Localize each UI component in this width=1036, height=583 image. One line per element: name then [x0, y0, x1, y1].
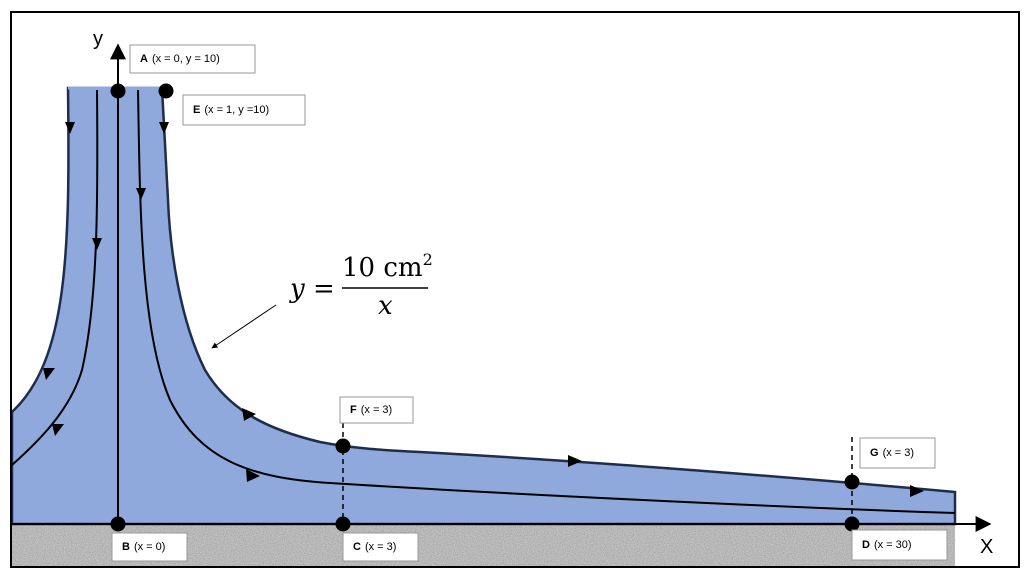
flow-arrows	[43, 122, 924, 497]
point-letter: B	[122, 541, 130, 553]
point-letter: D	[862, 539, 870, 551]
point-coords: (x = 3)	[883, 447, 914, 459]
equation: y = 10 cm2 x	[289, 250, 433, 321]
point-letter: G	[870, 447, 879, 459]
flow-region	[10, 86, 957, 526]
point-coords: (x = 1, y =10)	[204, 104, 269, 116]
label-box	[111, 532, 188, 562]
point-letter: E	[193, 104, 200, 116]
pointer	[211, 304, 277, 349]
exponent: 2	[423, 250, 433, 269]
equation-numerator: 10 cm2	[342, 250, 433, 283]
label-box	[129, 44, 256, 74]
point-label: F (x = 3)	[350, 404, 392, 416]
label-box	[859, 437, 936, 469]
frame	[10, 11, 1020, 568]
point-coords: (x = 3)	[361, 404, 392, 416]
point-letter: F	[350, 404, 357, 416]
y-axis-label: y	[93, 28, 103, 50]
point-coords: (x = 3)	[365, 541, 396, 553]
points	[110, 83, 860, 532]
point-coords: (x = 0)	[134, 541, 165, 553]
numerator: 10 cm	[342, 253, 423, 283]
point-label: E (x = 1, y =10)	[193, 104, 269, 116]
point-letter: A	[140, 53, 148, 65]
label-box	[851, 529, 948, 561]
label-box	[182, 94, 306, 126]
point-label: B (x = 0)	[122, 541, 165, 553]
point-coords: (x = 0, y = 10)	[152, 53, 220, 65]
point-coords: (x = 30)	[874, 539, 912, 551]
label-box	[339, 396, 414, 424]
label-box	[342, 532, 419, 562]
dashed-guides	[342, 405, 853, 524]
point-label: D (x = 30)	[862, 539, 912, 551]
point-label: G (x = 3)	[870, 447, 914, 459]
point-label: A (x = 0, y = 10)	[140, 53, 220, 65]
equation-denominator: x	[378, 291, 393, 321]
equation-lhs: y =	[289, 274, 335, 304]
point-letter: C	[353, 541, 361, 553]
point-label: C (x = 3)	[353, 541, 396, 553]
x-axis-label: X	[980, 536, 993, 558]
streamlines	[10, 43, 992, 532]
